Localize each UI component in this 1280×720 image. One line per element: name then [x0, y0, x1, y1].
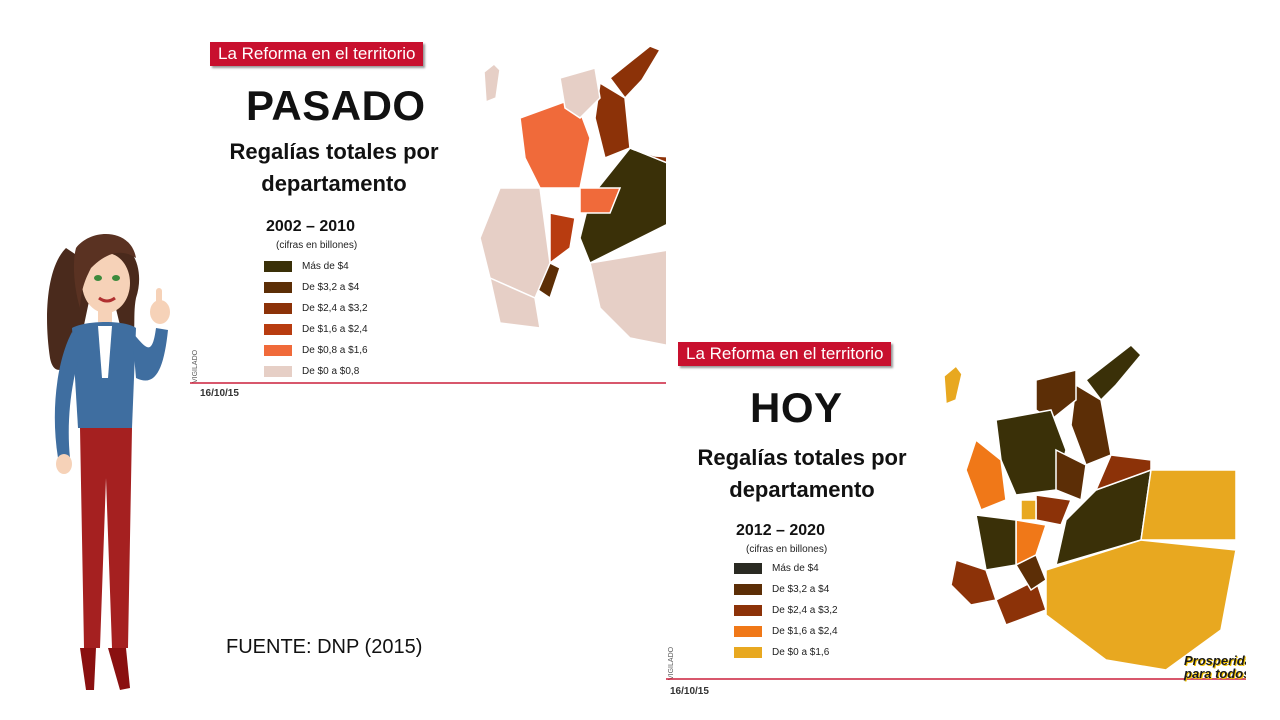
past-legend-item: De $3,2 a $4 [264, 277, 368, 298]
now-map-region-caldas [1020, 499, 1037, 521]
now-map-region-cesar [1070, 383, 1112, 466]
past-legend-item: De $1,6 a $2,4 [264, 319, 368, 340]
past-legend-swatch [264, 303, 292, 314]
now-panel: La Reforma en el territorio HOY Regalías… [666, 330, 1246, 702]
brand-logo: Prosperidad para todos [1184, 654, 1246, 680]
past-legend-item: De $2,4 a $3,2 [264, 298, 368, 319]
past-map-region-nariño [488, 276, 541, 329]
past-map-region-cesar [594, 81, 631, 160]
brand-line1: Prosperidad [1184, 653, 1246, 668]
now-legend-label: De $2,4 a $3,2 [772, 605, 838, 616]
past-legend-item: Más de $4 [264, 256, 368, 277]
now-map-region-cauca [950, 559, 997, 606]
now-legend-swatch [734, 647, 762, 658]
now-map-region-meta-south [1045, 539, 1237, 671]
past-legend-label: De $3,2 a $4 [302, 282, 360, 293]
past-panel: La Reforma en el territorio PASADO Regal… [190, 38, 666, 400]
now-map-region-guajira [1084, 344, 1143, 402]
past-legend: Más de $4 De $3,2 a $4 De $2,4 a $3,2 De $1… [264, 256, 368, 382]
now-subtitle-line1: Regalías totales por [697, 445, 907, 470]
past-map-region-tolima [549, 212, 576, 265]
past-map-region-guajira [608, 45, 662, 100]
now-legend-item: De $1,6 a $2,4 [734, 621, 838, 642]
past-title: PASADO [246, 82, 426, 129]
now-legend-label: De $3,2 a $4 [772, 584, 830, 595]
past-legend-label: De $2,4 a $3,2 [302, 303, 368, 314]
now-vigilado: VIGILADO [668, 646, 675, 680]
now-subtitle-line2: departamento [729, 477, 875, 502]
now-legend-item: De $3,2 a $4 [734, 579, 838, 600]
past-map [480, 45, 666, 346]
past-legend-swatch [264, 282, 292, 293]
past-period: 2002 – 2010 [266, 218, 355, 235]
past-map-region-san-andres [483, 62, 501, 104]
past-legend-swatch [264, 366, 292, 377]
now-legend-item: De $2,4 a $3,2 [734, 600, 838, 621]
past-map-region-cordoba [559, 67, 601, 119]
past-header: La Reforma en el territorio [210, 42, 424, 66]
past-legend-item: De $0,8 a $1,6 [264, 340, 368, 361]
past-legend-swatch [264, 345, 292, 356]
now-legend-label: Más de $4 [772, 563, 819, 574]
now-legend-swatch [734, 605, 762, 616]
past-date: 16/10/15 [200, 388, 239, 399]
past-legend-label: De $0 a $0,8 [302, 366, 360, 377]
now-map [943, 344, 1237, 671]
past-map-region-boyaca [579, 187, 622, 214]
now-period: 2012 – 2020 [736, 522, 825, 539]
now-legend: Más de $4 De $3,2 a $4 De $2,4 a $3,2 De $1… [734, 558, 838, 663]
now-map-region-choco [965, 438, 1007, 511]
past-map-region-meta-south [589, 249, 666, 346]
now-map-region-putumayo [995, 578, 1047, 626]
brand-line2: para todos [1184, 666, 1246, 681]
past-legend-label: De $1,6 a $2,4 [302, 324, 368, 335]
now-map-region-atlantico [1035, 369, 1077, 421]
now-map-region-san-andres [943, 364, 963, 406]
now-map-region-vichada [1140, 469, 1237, 541]
past-legend-swatch [264, 324, 292, 335]
now-legend-label: De $0 a $1,6 [772, 647, 830, 658]
past-legend-item: De $0 a $0,8 [264, 361, 368, 382]
now-map-region-santander [1055, 448, 1087, 502]
now-footer-line [666, 678, 1246, 680]
now-legend-swatch [734, 563, 762, 574]
now-units: (cifras en billones) [746, 544, 828, 555]
past-map-region-arauca [629, 147, 666, 164]
now-title: HOY [750, 384, 843, 431]
now-map-region-valle [975, 514, 1017, 571]
now-legend-label: De $1,6 a $2,4 [772, 626, 838, 637]
source-caption: FUENTE: DNP (2015) [226, 636, 423, 658]
past-vigilado: VIGILADO [192, 349, 199, 383]
past-subtitle-line1: Regalías totales por [229, 139, 439, 164]
now-legend-item: De $0 a $1,6 [734, 642, 838, 663]
past-units: (cifras en billones) [276, 240, 358, 251]
now-legend-item: Más de $4 [734, 558, 838, 579]
past-subtitle-line2: departamento [261, 171, 407, 196]
past-legend-label: Más de $4 [302, 261, 349, 272]
presenter-illustration [47, 234, 170, 690]
now-legend-swatch [734, 626, 762, 637]
now-header: La Reforma en el territorio [678, 342, 892, 366]
now-legend-swatch [734, 584, 762, 595]
past-legend-swatch [264, 261, 292, 272]
past-footer-line [190, 382, 666, 384]
now-date: 16/10/15 [670, 686, 709, 697]
past-legend-label: De $0,8 a $1,6 [302, 345, 368, 356]
